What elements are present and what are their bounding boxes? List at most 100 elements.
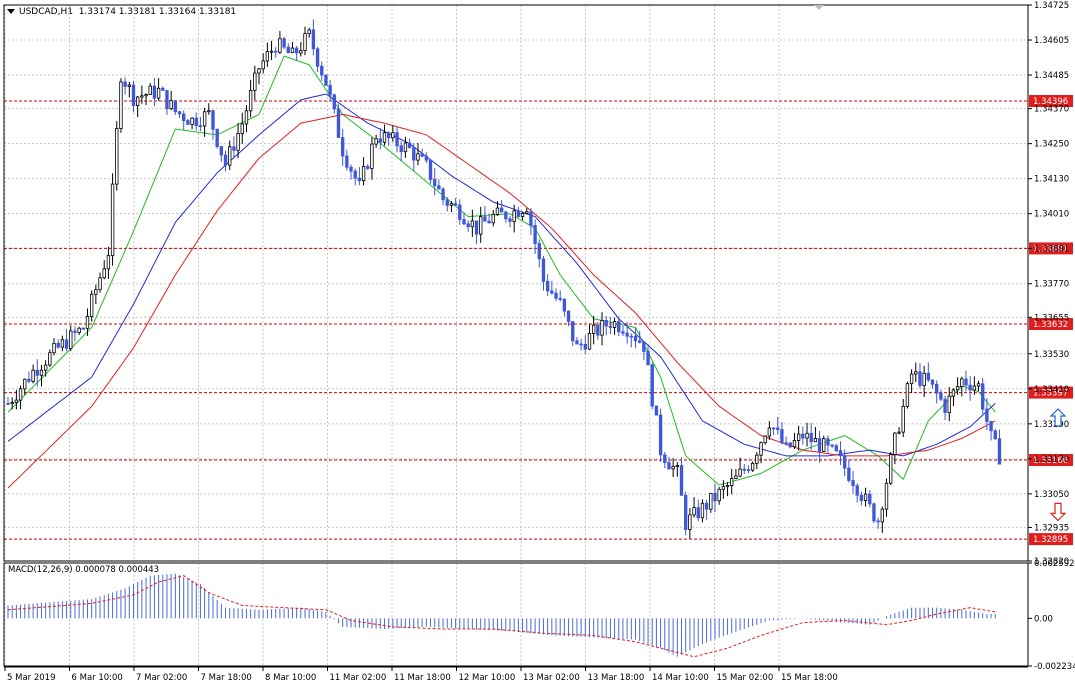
y-tick-label: 1.33770 <box>1034 280 1069 290</box>
candle-body <box>56 342 60 348</box>
candle-body <box>947 395 951 414</box>
candle-body <box>997 438 1002 465</box>
candle-body <box>173 100 178 113</box>
candle-body <box>901 405 905 433</box>
ohlc-values: 1.33174 1.33181 1.33164 1.33181 <box>78 7 237 17</box>
candle-body <box>186 120 190 125</box>
candle-body <box>156 87 161 99</box>
candle-body <box>897 431 901 434</box>
candle-body <box>31 369 35 382</box>
candle-body <box>930 379 935 385</box>
candle-body <box>738 468 742 477</box>
candle-body <box>236 133 240 151</box>
candle-body <box>412 147 416 161</box>
macd-signal-line <box>7 575 996 658</box>
candle-body <box>922 372 926 387</box>
y-tick-label: 1.34370 <box>1034 105 1069 115</box>
dropdown-triangle-icon[interactable] <box>7 9 15 14</box>
candle-body <box>449 203 454 206</box>
candle-body <box>943 398 947 414</box>
candle-body <box>349 166 353 172</box>
candle-body <box>311 29 316 50</box>
candle-body <box>119 81 123 130</box>
candle-body <box>847 467 851 481</box>
candle-body <box>282 38 286 48</box>
x-tick-label: 13 Mar 02:00 <box>523 673 580 683</box>
candle-body <box>43 364 48 371</box>
candle-body <box>353 170 357 179</box>
candle-body <box>579 343 583 346</box>
candle-body <box>202 111 207 127</box>
candle-body <box>491 213 495 224</box>
candle-body <box>211 110 215 130</box>
candle-body <box>278 38 282 53</box>
candle-body <box>340 137 345 157</box>
candle-body <box>94 289 98 295</box>
scroll-marker-icon <box>814 5 824 10</box>
candle-body <box>767 427 772 437</box>
candle-body <box>700 502 705 519</box>
candle-body <box>734 475 738 479</box>
candle-body <box>822 438 826 452</box>
candle-body <box>240 123 244 134</box>
x-tick-label: 11 Mar 02:00 <box>330 673 387 683</box>
macd-frame <box>3 562 1029 667</box>
candle-body <box>525 211 529 214</box>
candle-body <box>441 188 445 201</box>
candle-body <box>345 155 349 168</box>
candle-body <box>817 438 822 452</box>
candle-body <box>215 128 219 147</box>
candle-body <box>73 330 77 333</box>
candle-body <box>39 369 44 376</box>
candle-body <box>248 90 253 112</box>
candle-body <box>89 293 94 317</box>
candle-body <box>830 444 834 447</box>
candle-body <box>725 485 730 488</box>
candle-body <box>629 335 633 338</box>
candle-body <box>625 332 629 337</box>
candle-body <box>834 445 838 452</box>
candle-body <box>424 155 429 161</box>
candle-body <box>136 96 140 106</box>
candle-body <box>939 392 943 400</box>
x-tick-label: 5 Mar 2019 <box>7 673 55 683</box>
price-level-label: 1.32895 <box>1033 535 1068 545</box>
candle-body <box>433 179 437 187</box>
candle-body <box>696 507 700 519</box>
candle-body <box>587 333 592 350</box>
candle-body <box>98 277 102 291</box>
x-tick-label: 14 Mar 10:00 <box>652 673 709 683</box>
price-level-label: 1.33632 <box>1033 320 1068 330</box>
candle-body <box>838 450 843 457</box>
candle-body <box>244 110 249 125</box>
macd-panel <box>7 573 996 658</box>
y-tick-label: 1.34130 <box>1034 175 1069 185</box>
candle-body <box>688 514 692 530</box>
candle-body <box>115 128 119 185</box>
candle-body <box>177 111 182 115</box>
price-level-tag <box>1029 318 1073 331</box>
candle-body <box>964 378 968 386</box>
candle-body <box>562 298 567 312</box>
candle-body <box>315 48 320 67</box>
price-level-label: 1.34396 <box>1033 97 1068 107</box>
candle-body <box>658 414 663 456</box>
candle-body <box>403 142 408 153</box>
candle-body <box>123 81 127 87</box>
x-tick-label: 7 Mar 18:00 <box>201 673 252 683</box>
candle-body <box>554 292 558 299</box>
candle-body <box>479 216 483 235</box>
candle-body <box>654 405 659 416</box>
candle-body <box>198 125 203 128</box>
candle-body <box>972 385 977 391</box>
candle-body <box>336 108 341 138</box>
candle-body <box>951 389 956 397</box>
y-tick-label: 1.33050 <box>1034 490 1069 500</box>
candle-body <box>127 84 131 87</box>
candle-body <box>428 159 433 180</box>
candle-body <box>671 466 675 470</box>
macd-y-tick-label: -0.002234 <box>1034 662 1075 672</box>
y-tick-label: 1.32935 <box>1034 523 1069 533</box>
candle-body <box>746 469 751 472</box>
